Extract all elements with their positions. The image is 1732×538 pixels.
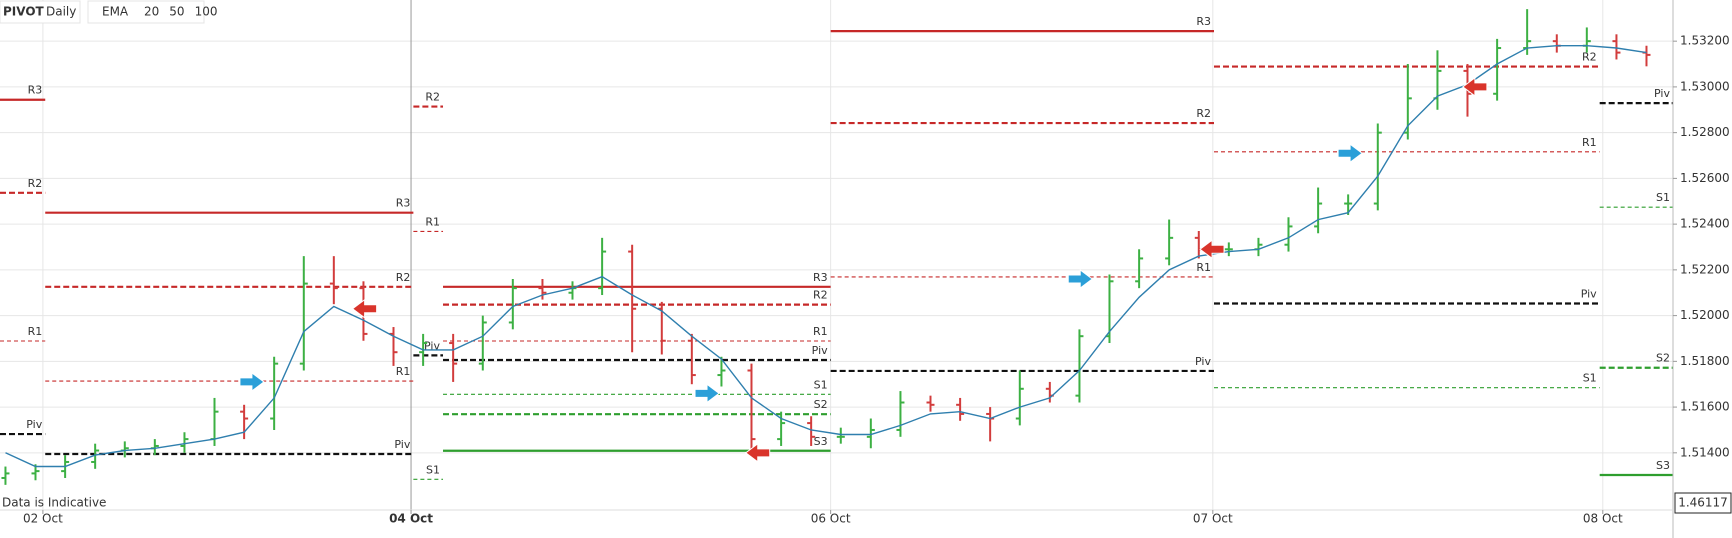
pivot-label: R2 [1582, 51, 1597, 64]
pivot-label: R3 [813, 271, 828, 284]
header-box [0, 0, 81, 24]
y-tick-label: 1.53000 [1680, 79, 1730, 93]
buy-signal [239, 371, 265, 392]
price-bars [1, 9, 1651, 485]
buy-signal [1067, 269, 1094, 290]
timeframe: Daily [46, 5, 76, 19]
pivot-label: R1 [1196, 261, 1211, 274]
legend-entry: 20 [144, 5, 159, 19]
x-tick-label: 07 Oct [1193, 512, 1233, 526]
pivot-label: Piv [812, 344, 828, 357]
pivot-label: S1 [426, 463, 440, 476]
pivot-label: S1 [1583, 372, 1597, 385]
y-tick-label: 1.52200 [1680, 262, 1730, 276]
legend-entry: 100 [195, 5, 218, 19]
pivot-label: S1 [1656, 191, 1670, 204]
sell-signal [1462, 76, 1488, 97]
pivot-label: R1 [425, 215, 440, 228]
pivot-label: R1 [1582, 136, 1597, 149]
pivot-label: R3 [396, 197, 411, 210]
legend-entry: 50 [169, 5, 184, 19]
pivot-label: S3 [814, 435, 828, 448]
legend: 20 50 100 [144, 5, 217, 19]
ema-line [5, 45, 1647, 468]
grid [0, 0, 1673, 510]
footnote: Data is Indicative [2, 496, 106, 510]
y-tick-label: 1.53200 [1680, 34, 1730, 48]
pivot-levels: R3 R2 R1 Piv R3 R2 R1 Piv R2 R1 Piv S1 R3 R2 R1 Piv S1 S2… [0, 15, 1673, 480]
y-tick-label: 1.52600 [1680, 171, 1730, 185]
pivot-label: R2 [425, 91, 440, 104]
pivot-label: Piv [1581, 287, 1597, 300]
y-tick-label: 1.52000 [1680, 308, 1730, 322]
pivot-label: R3 [28, 84, 43, 97]
y-tick-label: 1.52800 [1680, 125, 1730, 139]
pivot-label: R1 [28, 325, 43, 338]
pivot-label: R2 [396, 271, 411, 284]
x-tick-label: 02 Oct [23, 512, 63, 526]
x-tick-label: 08 Oct [1583, 512, 1623, 526]
pivot-label: Piv [394, 438, 410, 451]
pivot-label: R1 [813, 325, 828, 338]
pivot-label: S2 [1656, 352, 1670, 365]
pivot-label: R2 [813, 289, 828, 302]
sell-signal [351, 298, 378, 319]
y-tick-label: 1.51800 [1680, 354, 1730, 368]
legend-box [87, 0, 205, 24]
pivot-label: R1 [396, 365, 411, 378]
indicator-name: EMA [102, 5, 129, 19]
axes: 1.51400 1.51600 1.51800 1.52000 1.52200 1.524… [23, 34, 1730, 526]
pivot-label: R2 [28, 177, 43, 190]
indicator-lines [5, 45, 1647, 468]
y-tick-label: 1.52400 [1680, 217, 1730, 231]
pivot-label: R2 [1196, 107, 1211, 120]
signals [239, 76, 1488, 463]
pivot-label: Piv [424, 339, 440, 352]
pivot-label: R3 [1196, 15, 1211, 28]
pivot-label: Piv [1654, 87, 1670, 100]
y-tick-label: 1.51400 [1680, 445, 1730, 459]
pivot-label: Piv [26, 418, 42, 431]
sell-signal [744, 442, 771, 463]
x-tick-label: 06 Oct [811, 512, 851, 526]
y-tick-label: 1.51600 [1680, 400, 1730, 414]
buy-signal [1337, 143, 1363, 164]
pivot-label: Piv [1195, 355, 1211, 368]
sell-signal [1199, 239, 1225, 260]
buy-signal [694, 383, 720, 404]
chart-title: PIVOT [3, 5, 45, 19]
price-tag: 1.46117 [1678, 496, 1728, 510]
pivot-label: S3 [1656, 459, 1670, 472]
pivot-label: S1 [814, 378, 828, 391]
price-tag-box [1674, 492, 1732, 514]
pivot-label: S2 [814, 398, 828, 411]
x-tick-label: 04 Oct [389, 512, 433, 526]
